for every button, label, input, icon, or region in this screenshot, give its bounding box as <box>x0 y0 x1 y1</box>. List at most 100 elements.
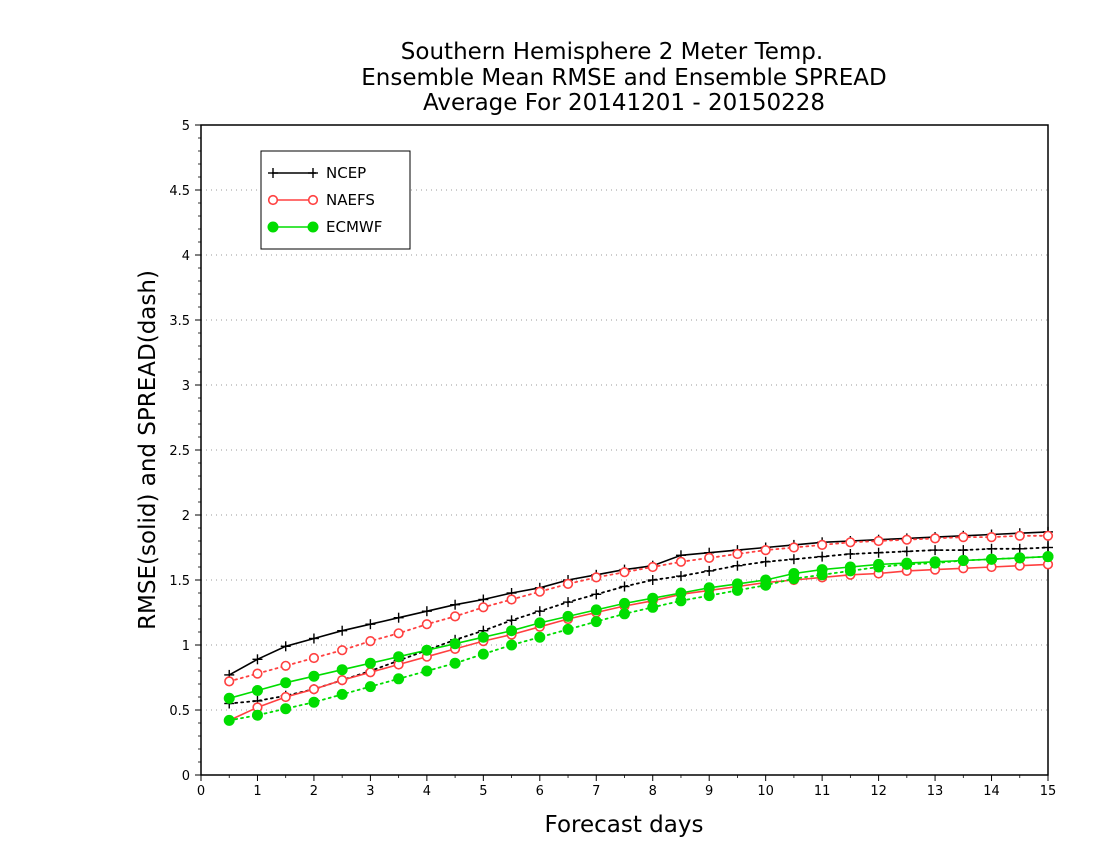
series-naefs-spread <box>224 530 1054 687</box>
point-ncep-spread <box>591 589 602 600</box>
legend-marker <box>307 221 319 233</box>
point-naefs-spread <box>280 660 291 671</box>
chart-title: Southern Hemisphere 2 Meter Temp. Ensemb… <box>361 39 886 116</box>
point-naefs-spread <box>1014 530 1025 541</box>
point-ecmwf-rmse <box>251 685 263 696</box>
point-naefs-spread <box>817 539 828 551</box>
gridlines <box>201 189 1048 711</box>
point-ncep-spread <box>619 581 630 592</box>
x-tick-label: 9 <box>705 784 713 799</box>
point-ncep-rmse <box>450 599 461 610</box>
series-naefs-rmse <box>224 559 1054 726</box>
legend-label-ecmwf: ECMWF <box>326 218 382 236</box>
point-naefs-spread <box>591 572 602 583</box>
point-naefs-spread <box>704 552 715 564</box>
point-naefs-spread <box>647 561 658 573</box>
x-tick-label: 7 <box>592 784 600 799</box>
point-naefs-spread <box>675 556 687 567</box>
point-naefs-spread <box>252 668 263 679</box>
point-naefs-rmse <box>280 691 291 703</box>
point-ecmwf-spread <box>760 579 772 591</box>
point-ecmwf-rmse <box>534 617 546 629</box>
point-naefs-spread <box>986 531 997 543</box>
point-naefs-spread <box>845 537 856 548</box>
point-ncep-rmse <box>252 654 263 665</box>
point-ecmwf-rmse <box>393 651 405 663</box>
x-axis-label: Forecast days <box>545 812 704 838</box>
point-ncep-rmse <box>421 606 432 617</box>
point-naefs-rmse <box>337 674 348 686</box>
line-naefs-spread <box>228 534 1049 683</box>
point-naefs-spread <box>450 611 461 622</box>
chart-title-line-2: Ensemble Mean RMSE and Ensemble SPREAD <box>361 65 886 91</box>
x-tick-label: 1 <box>253 784 261 799</box>
point-ecmwf-spread <box>816 569 828 581</box>
series-ecmwf-rmse <box>223 551 1054 704</box>
legend-marker <box>308 168 318 178</box>
point-ecmwf-spread <box>280 703 292 715</box>
x-tick-label: 5 <box>479 784 487 799</box>
point-naefs-spread <box>788 542 800 553</box>
point-ecmwf-rmse <box>619 597 630 609</box>
x-tick-label: 6 <box>536 784 544 799</box>
point-ecmwf-spread <box>957 555 969 566</box>
point-ecmwf-rmse <box>421 644 433 656</box>
point-ecmwf-rmse <box>336 664 348 676</box>
point-ecmwf-spread <box>477 648 489 660</box>
point-ecmwf-rmse <box>449 638 461 650</box>
point-ecmwf-spread <box>873 561 885 573</box>
point-ecmwf-spread <box>703 590 715 602</box>
point-ecmwf-spread <box>251 709 263 721</box>
point-ncep-rmse <box>280 641 291 652</box>
line-ncep-spread <box>228 546 1049 705</box>
point-naefs-spread <box>308 652 320 664</box>
point-naefs-spread <box>562 578 574 590</box>
legend-item-naefs: NAEFS <box>267 191 375 209</box>
point-ncep-spread <box>1043 542 1053 553</box>
point-ecmwf-spread <box>788 573 800 585</box>
chart-title-line-3: Average For 20141201 - 20150228 <box>423 90 825 116</box>
legend-item-ncep: NCEP <box>268 164 366 182</box>
point-naefs-rmse <box>308 684 320 695</box>
x-tick-label: 13 <box>927 784 944 799</box>
point-ncep-spread <box>760 556 771 567</box>
x-tick-label: 12 <box>870 784 887 799</box>
y-tick-label: 1.5 <box>169 574 190 589</box>
point-ncep-spread <box>817 551 828 562</box>
point-naefs-spread <box>1042 530 1054 541</box>
point-naefs-spread <box>393 628 404 639</box>
point-ecmwf-rmse <box>647 592 659 604</box>
point-ecmwf-rmse <box>477 631 489 643</box>
y-tick-label: 4 <box>182 249 190 264</box>
x-tick-label: 2 <box>310 784 318 799</box>
point-ncep-spread <box>788 554 799 565</box>
point-ecmwf-rmse <box>562 610 574 622</box>
x-tick-label: 4 <box>423 784 431 799</box>
point-ecmwf-rmse <box>308 670 320 682</box>
series-layer <box>223 526 1054 726</box>
y-tick-label: 1 <box>182 639 190 654</box>
y-tick-label: 3.5 <box>169 314 190 329</box>
point-ecmwf-spread <box>1014 552 1026 564</box>
point-ecmwf-spread <box>449 657 461 669</box>
point-ncep-spread <box>845 549 856 559</box>
point-ncep-spread <box>506 615 517 626</box>
y-tick-label: 4.5 <box>169 184 190 199</box>
point-ecmwf-spread <box>986 553 998 565</box>
x-tick-label: 0 <box>197 784 205 799</box>
legend-label-naefs: NAEFS <box>326 191 375 209</box>
point-ecmwf-rmse <box>280 677 292 689</box>
point-ncep-spread <box>986 543 997 554</box>
point-ecmwf-spread <box>1042 551 1054 563</box>
point-ecmwf-spread <box>590 616 602 628</box>
point-ncep-spread <box>930 545 941 556</box>
point-ecmwf-spread <box>223 714 235 726</box>
point-ecmwf-rmse <box>364 657 376 669</box>
point-ncep-rmse <box>308 633 319 644</box>
x-tick-label: 15 <box>1040 784 1057 799</box>
point-ncep-spread <box>958 545 969 556</box>
y-tick-label: 3 <box>182 379 190 394</box>
point-ncep-rmse <box>393 612 404 623</box>
x-tick-label: 10 <box>757 784 774 799</box>
